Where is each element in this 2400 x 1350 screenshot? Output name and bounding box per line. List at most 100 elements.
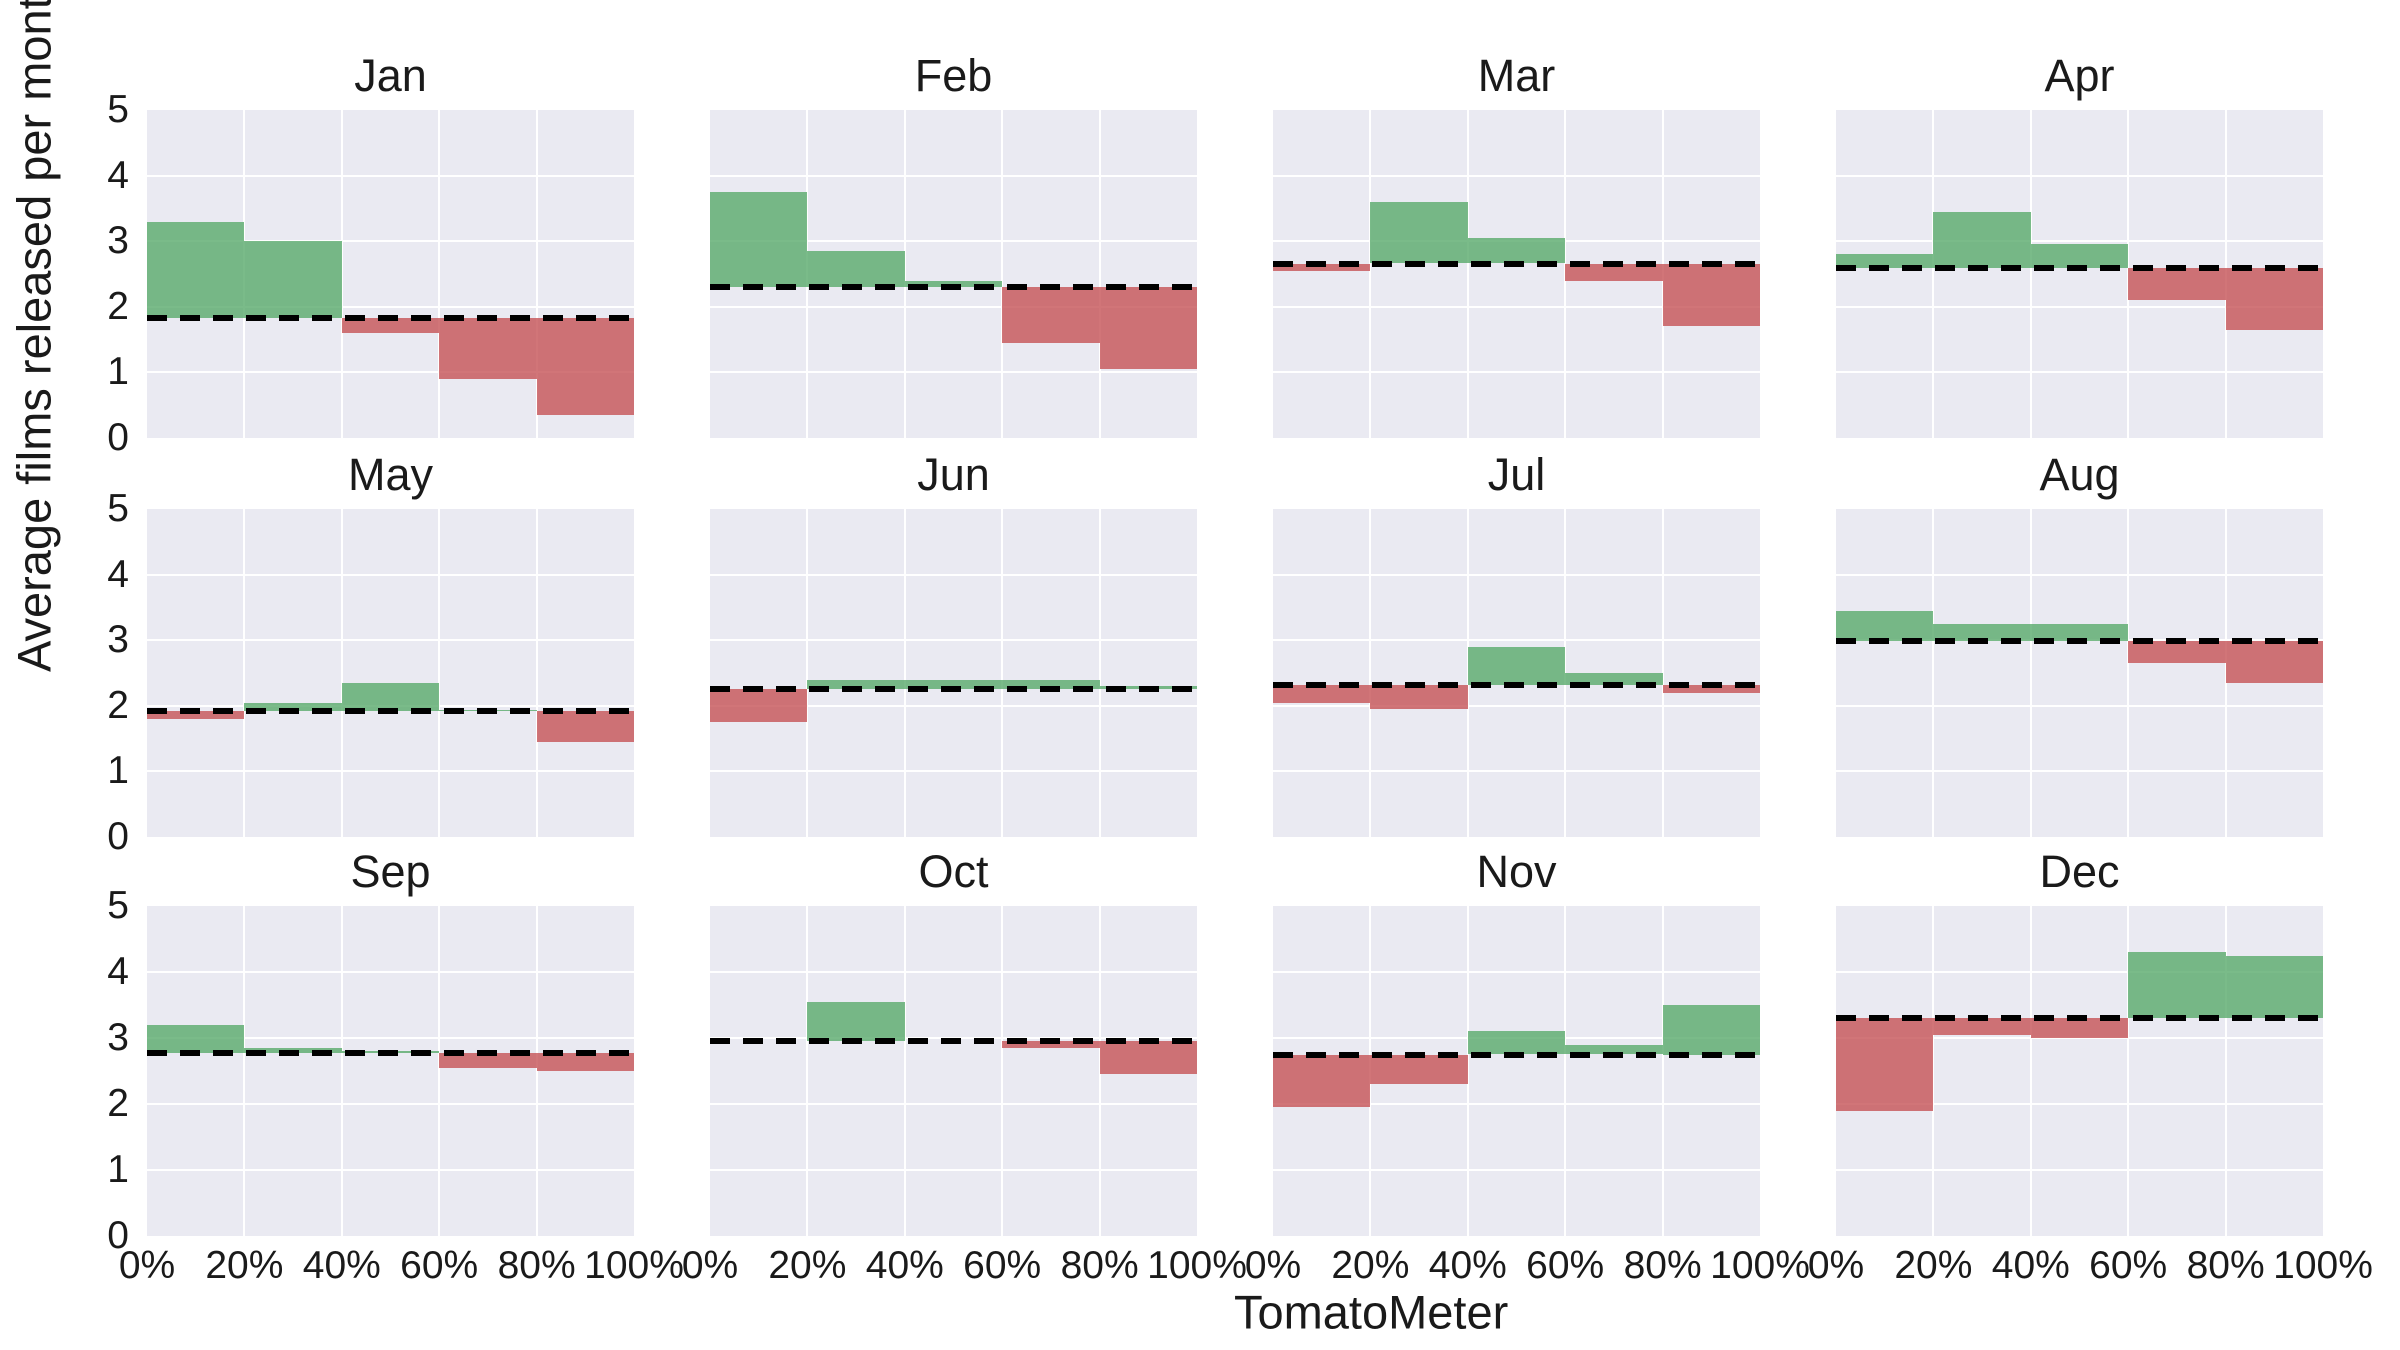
- x-tick-label-nov-2: 40%: [1428, 1244, 1507, 1287]
- h-gridline: [1836, 971, 2323, 973]
- v-gridline: [1932, 906, 1935, 1236]
- x-tick-label-nov-4: 80%: [1623, 1244, 1702, 1287]
- v-gridline: [1001, 906, 1004, 1236]
- bar-jul-bin3: [1467, 646, 1566, 685]
- subplot-apr: Apr: [1836, 50, 2323, 438]
- h-gridline: [147, 1169, 634, 1171]
- v-gridline: [2127, 509, 2130, 837]
- v-gridline: [535, 110, 538, 438]
- bar-feb-bin2: [807, 251, 905, 288]
- subplot-title-jul: Jul: [1487, 449, 1546, 500]
- v-gridline: [903, 110, 906, 438]
- bar-nov-bin2: [1370, 1054, 1468, 1085]
- bar-jul-bin1: [1273, 684, 1371, 703]
- h-gridline: [1836, 704, 2323, 707]
- v-gridline: [243, 509, 246, 837]
- v-gridline: [1369, 110, 1372, 438]
- y-tick-label-sep-3: 3: [107, 1016, 129, 1059]
- y-tick-label-sep-4: 4: [107, 950, 129, 993]
- v-gridline: [1932, 110, 1935, 438]
- mean-line-feb: [710, 284, 1197, 291]
- subplot-nov: Nov 0% 20% 40% 60% 80% 100%: [1245, 846, 1810, 1287]
- mean-line-may: [147, 708, 634, 715]
- v-gridline: [340, 509, 343, 837]
- y-tick-label-jan-5: 5: [107, 88, 129, 131]
- bar-may-bin5: [536, 711, 634, 742]
- bar-sep-bin1: [147, 1024, 245, 1053]
- h-gridline: [147, 305, 634, 308]
- h-gridline: [147, 971, 634, 973]
- subplot-jul: Jul: [1273, 449, 1760, 837]
- bar-nov-bin3: [1467, 1031, 1566, 1055]
- h-gridline: [1836, 240, 2323, 243]
- y-tick-label-jan-0: 0: [107, 416, 129, 459]
- bar-dec-bin3: [2030, 1018, 2129, 1038]
- bar-jun-bin4: [1002, 679, 1100, 690]
- x-tick-label-sep-5: 100%: [584, 1244, 684, 1287]
- bar-jan-bin5: [536, 317, 634, 416]
- x-tick-label-dec-5: 100%: [2273, 1244, 2373, 1287]
- h-gridline: [147, 240, 634, 243]
- h-gridline: [710, 240, 1197, 243]
- subplot-may: May 0 1 2 3 4 5: [107, 449, 634, 858]
- subplot-oct: Oct 0% 20% 40% 60% 80% 100%: [682, 846, 1247, 1287]
- v-gridline: [2029, 906, 2032, 1236]
- bar-jan-bin4: [439, 317, 537, 379]
- plot-area-may: [147, 509, 634, 837]
- subplot-title-oct: Oct: [918, 846, 989, 897]
- h-gridline: [1836, 371, 2323, 374]
- y-tick-label-may-2: 2: [107, 683, 129, 727]
- v-gridline: [2029, 509, 2032, 837]
- h-gridline: [1273, 770, 1760, 773]
- y-tick-label-sep-2: 2: [107, 1082, 129, 1125]
- mean-line-apr: [1836, 265, 2323, 272]
- y-tick-label-may-3: 3: [107, 618, 129, 662]
- x-tick-label-oct-3: 60%: [963, 1244, 1042, 1287]
- v-gridline: [903, 509, 906, 837]
- h-gridline: [710, 1103, 1197, 1105]
- x-tick-label-nov-5: 100%: [1710, 1244, 1810, 1287]
- x-tick-label-dec-1: 20%: [1894, 1244, 1973, 1287]
- bar-apr-bin2: [1933, 211, 2031, 269]
- y-tick-label-may-0: 0: [107, 815, 129, 858]
- h-gridline: [710, 1169, 1197, 1171]
- mean-line-jul: [1273, 681, 1760, 688]
- bar-apr-bin5: [2225, 268, 2323, 330]
- h-gridline: [147, 371, 634, 374]
- v-gridline: [806, 509, 809, 837]
- bar-dec-bin2: [1933, 1018, 2031, 1035]
- bar-may-bin1: [147, 711, 245, 719]
- y-tick-label-jan-1: 1: [107, 350, 129, 394]
- h-gridline: [1836, 174, 2323, 177]
- h-gridline: [1836, 1037, 2323, 1039]
- bar-jan-bin3: [341, 317, 440, 334]
- subplot-title-feb: Feb: [914, 50, 993, 101]
- bar-feb-bin5: [1099, 287, 1197, 370]
- x-tick-label-sep-1: 20%: [205, 1244, 284, 1287]
- mean-line-jan: [147, 314, 634, 321]
- plot-area-oct: [710, 906, 1197, 1236]
- v-gridline: [438, 110, 441, 438]
- v-gridline: [1661, 906, 1664, 1236]
- v-gridline: [1001, 509, 1004, 837]
- v-gridline: [340, 110, 343, 438]
- h-gridline: [1273, 971, 1760, 973]
- y-tick-label-sep-0: 0: [107, 1214, 129, 1257]
- v-gridline: [438, 906, 441, 1236]
- v-gridline: [1369, 509, 1372, 837]
- bar-mar-bin5: [1662, 263, 1760, 327]
- mean-line-oct: [710, 1038, 1197, 1045]
- x-tick-label-oct-2: 40%: [865, 1244, 944, 1287]
- h-gridline: [710, 174, 1197, 177]
- plot-area-sep: [147, 906, 634, 1236]
- mean-line-aug: [1836, 637, 2323, 644]
- plot-area-aug: [1836, 509, 2323, 837]
- plot-area-mar: [1273, 110, 1760, 438]
- v-gridline: [340, 906, 343, 1236]
- bar-nov-bin1: [1273, 1054, 1371, 1108]
- h-gridline: [1836, 305, 2323, 308]
- h-gridline: [710, 704, 1197, 707]
- bar-aug-bin2: [1933, 623, 2031, 641]
- bar-jul-bin4: [1565, 673, 1663, 685]
